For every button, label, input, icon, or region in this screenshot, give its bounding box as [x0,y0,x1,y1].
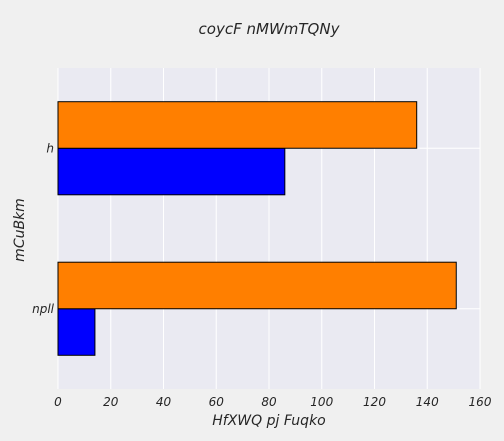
bar-series-1-h [57,101,418,149]
chart-title: coycF nMWmTQNy [199,20,341,38]
x-tick-label: 120 [363,395,386,409]
x-tick-label: 20 [103,395,119,409]
x-tick-label: 100 [310,395,333,409]
x-axis-label: HfXWQ pj Fuqko [212,413,326,429]
tick-labels: 0 20 40 60 80 100 120 140 160 h npll [32,141,492,409]
bars [57,101,457,356]
bar-series-1-npll [57,261,457,310]
x-tick-label: 60 [209,395,225,409]
x-tick-label: 80 [261,395,277,409]
x-tick-label: 40 [156,395,172,409]
y-tick-label: npll [32,302,55,316]
bar-series-0-npll [57,308,96,356]
x-tick-label: 140 [416,395,439,409]
x-tick-label: 160 [469,395,492,409]
y-axis-label: mCuBkm [12,198,28,262]
x-tick-label: 0 [54,395,62,409]
y-tick-label: h [46,141,54,155]
bar-series-0-h [57,147,286,196]
